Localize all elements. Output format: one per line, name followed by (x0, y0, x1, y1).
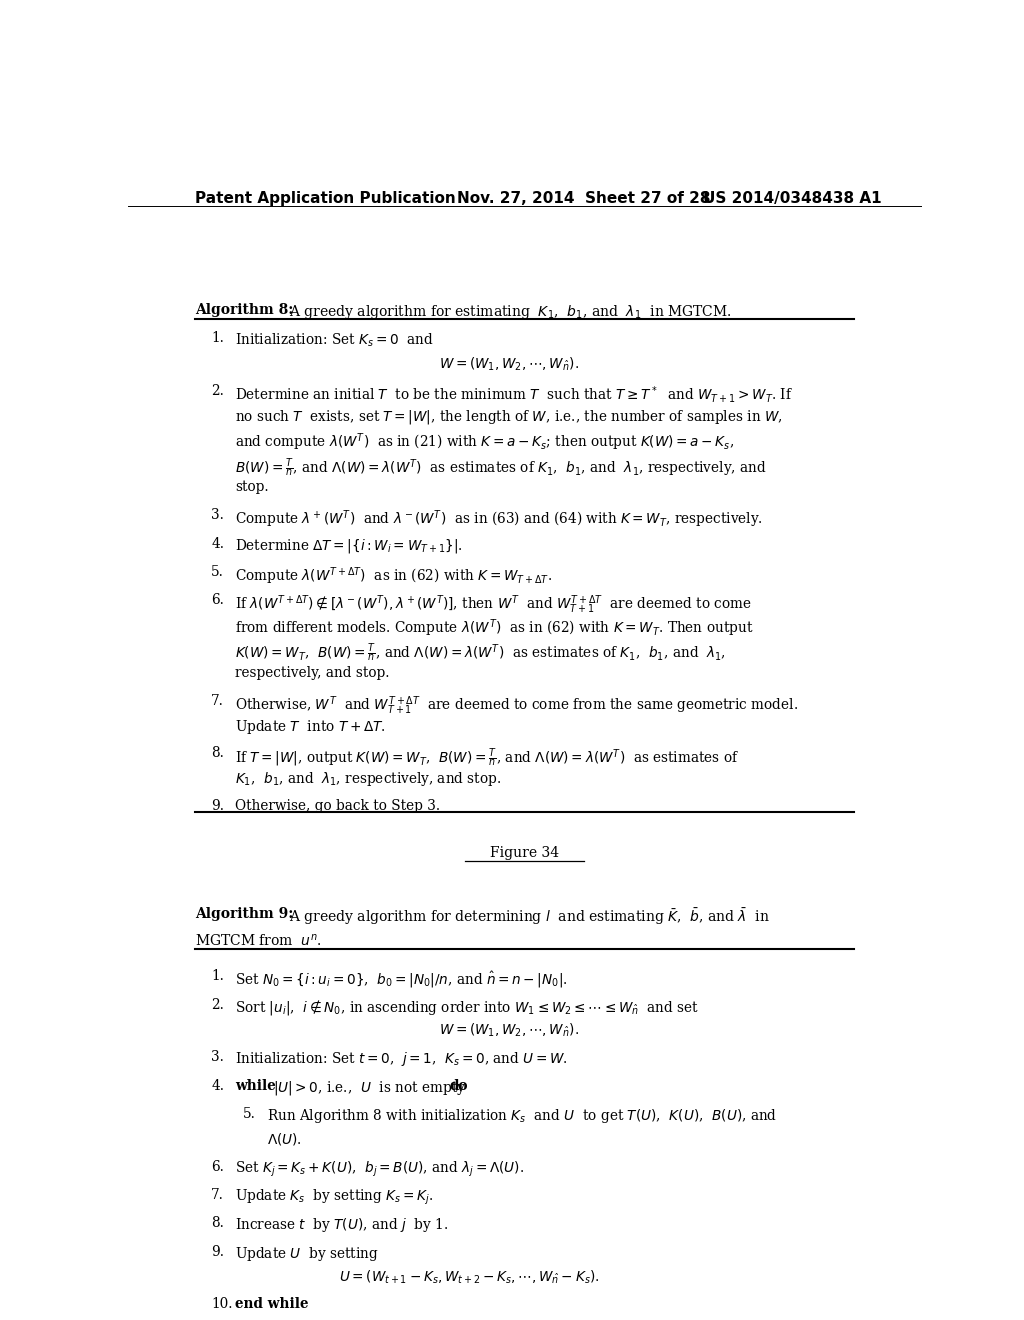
Text: 6.: 6. (211, 594, 224, 607)
Text: Update $T$  into $T + \Delta T$.: Update $T$ into $T + \Delta T$. (236, 718, 386, 737)
Text: Sort $|u_i|$,  $i \notin N_0$, in ascending order into $W_1 \leq W_2 \leq \cdots: Sort $|u_i|$, $i \notin N_0$, in ascendi… (236, 998, 699, 1016)
Text: Algorithm 8:: Algorithm 8: (196, 302, 294, 317)
Text: 2.: 2. (211, 998, 224, 1012)
Text: $|U| > 0$, i.e.,  $U$  is not empty: $|U| > 0$, i.e., $U$ is not empty (273, 1078, 467, 1097)
Text: Otherwise, go back to Step 3.: Otherwise, go back to Step 3. (236, 799, 440, 813)
Text: 3.: 3. (211, 1051, 224, 1064)
Text: Algorithm 9:: Algorithm 9: (196, 907, 294, 920)
Text: no such $T$  exists, set $T = |W|$, the length of $W$, i.e., the number of sampl: no such $T$ exists, set $T = |W|$, the l… (236, 408, 782, 425)
Text: Initialization: Set $K_s = 0$  and: Initialization: Set $K_s = 0$ and (236, 331, 434, 348)
Text: 5.: 5. (243, 1107, 256, 1121)
Text: Compute $\lambda(W^{T+\Delta T})$  as in (62) with $K = W_{T+\Delta T}$.: Compute $\lambda(W^{T+\Delta T})$ as in … (236, 565, 552, 586)
Text: 7.: 7. (211, 1188, 224, 1203)
Text: while: while (236, 1078, 281, 1093)
Text: Compute $\lambda^+(W^T)$  and $\lambda^-(W^T)$  as in (63) and (64) with $K = W_: Compute $\lambda^+(W^T)$ and $\lambda^-(… (236, 508, 763, 529)
Text: If $T = |W|$, output $K(W) = W_T$,  $B(W) = \frac{T}{n}$, and $\Lambda(W) = \lam: If $T = |W|$, output $K(W) = W_T$, $B(W)… (236, 746, 739, 770)
Text: 3.: 3. (211, 508, 224, 523)
Text: If $\lambda(W^{T+\Delta T}) \notin [\lambda^-(W^T), \lambda^+(W^T)]$, then $W^T$: If $\lambda(W^{T+\Delta T}) \notin [\lam… (236, 594, 752, 616)
Text: Determine an initial $T$  to be the minimum $T$  such that $T \geq T^*$  and $W_: Determine an initial $T$ to be the minim… (236, 384, 794, 405)
Text: A greedy algorithm for estimating  $K_1$,  $b_1$, and  $\lambda_1$  in MGTCM.: A greedy algorithm for estimating $K_1$,… (285, 302, 732, 321)
Text: Set $K_j = K_s + K(U)$,  $b_j = B(U)$, and $\lambda_j = \Lambda(U)$.: Set $K_j = K_s + K(U)$, $b_j = B(U)$, an… (236, 1159, 524, 1179)
Text: 10.: 10. (211, 1298, 232, 1311)
Text: MGTCM from  $u^n$.: MGTCM from $u^n$. (196, 933, 323, 949)
Text: $W = (W_1, W_2, \cdots, W_{\hat{n}}).$: $W = (W_1, W_2, \cdots, W_{\hat{n}}).$ (439, 355, 579, 372)
Text: end while: end while (236, 1298, 308, 1311)
Text: 2.: 2. (211, 384, 224, 397)
Text: Increase $t$  by $T(U)$, and $j$  by 1.: Increase $t$ by $T(U)$, and $j$ by 1. (236, 1216, 449, 1234)
Text: respectively, and stop.: respectively, and stop. (236, 665, 390, 680)
Text: 5.: 5. (211, 565, 224, 579)
Text: Figure 34: Figure 34 (490, 846, 559, 859)
Text: $W = (W_1, W_2, \cdots, W_{\hat{n}}).$: $W = (W_1, W_2, \cdots, W_{\hat{n}}).$ (439, 1022, 579, 1039)
Text: Update $K_s$  by setting $K_s = K_j$.: Update $K_s$ by setting $K_s = K_j$. (236, 1188, 434, 1208)
Text: Set $N_0 = \{i: u_i = 0\}$,  $b_0 = |N_0|/n$, and $\hat{n} = n - |N_0|$.: Set $N_0 = \{i: u_i = 0\}$, $b_0 = |N_0|… (236, 969, 568, 990)
Text: Nov. 27, 2014  Sheet 27 of 28: Nov. 27, 2014 Sheet 27 of 28 (458, 191, 711, 206)
Text: Determine $\Delta T = |\{i: W_i = W_{T+1}\}|$.: Determine $\Delta T = |\{i: W_i = W_{T+1… (236, 537, 463, 554)
Text: $\Lambda(U)$.: $\Lambda(U)$. (267, 1131, 302, 1147)
Text: A greedy algorithm for determining $l$  and estimating $\bar{K}$,  $\bar{b}$, an: A greedy algorithm for determining $l$ a… (285, 907, 770, 928)
Text: 1.: 1. (211, 331, 224, 346)
Text: 4.: 4. (211, 537, 224, 550)
Text: from different models. Compute $\lambda(W^T)$  as in (62) with $K = W_T$. Then o: from different models. Compute $\lambda(… (236, 618, 754, 639)
Text: Patent Application Publication: Patent Application Publication (196, 191, 457, 206)
Text: Otherwise, $W^T$  and $W^{T+\Delta T}_{T+1}$  are deemed to come from the same g: Otherwise, $W^T$ and $W^{T+\Delta T}_{T+… (236, 694, 798, 717)
Text: US 2014/0348438 A1: US 2014/0348438 A1 (703, 191, 882, 206)
Text: Update $U$  by setting: Update $U$ by setting (236, 1245, 379, 1263)
Text: $K_1$,  $b_1$, and  $\lambda_1$, respectively, and stop.: $K_1$, $b_1$, and $\lambda_1$, respectiv… (236, 771, 502, 788)
Text: and compute $\lambda(W^T)$  as in (21) with $K = a - K_s$; then output $K(W) = a: and compute $\lambda(W^T)$ as in (21) wi… (236, 432, 734, 453)
Text: do: do (450, 1078, 468, 1093)
Text: 8.: 8. (211, 746, 224, 760)
Text: 6.: 6. (211, 1159, 224, 1173)
Text: 8.: 8. (211, 1216, 224, 1230)
Text: 9.: 9. (211, 1245, 224, 1259)
Text: 9.: 9. (211, 799, 224, 813)
Text: $B(W) = \frac{T}{n}$, and $\Lambda(W) = \lambda(W^T)$  as estimates of $K_1$,  $: $B(W) = \frac{T}{n}$, and $\Lambda(W) = … (236, 455, 767, 479)
Text: stop.: stop. (236, 479, 268, 494)
Text: Run Algorithm 8 with initialization $K_s$  and $U$  to get $T(U)$,  $K(U)$,  $B(: Run Algorithm 8 with initialization $K_s… (267, 1107, 777, 1125)
Text: $K(W) = W_T$,  $B(W) = \frac{T}{n}$, and $\Lambda(W) = \lambda(W^T)$  as estimat: $K(W) = W_T$, $B(W) = \frac{T}{n}$, and … (236, 642, 726, 664)
Text: 1.: 1. (211, 969, 224, 983)
Text: $U = (W_{t+1} - K_s, W_{t+2} - K_s, \cdots, W_{\hat{n}} - K_s).$: $U = (W_{t+1} - K_s, W_{t+2} - K_s, \cdo… (339, 1269, 599, 1286)
Text: 7.: 7. (211, 694, 224, 708)
Text: 4.: 4. (211, 1078, 224, 1093)
Text: Initialization: Set $t = 0$,  $j = 1$,  $K_s = 0$, and $U = W$.: Initialization: Set $t = 0$, $j = 1$, $K… (236, 1051, 568, 1068)
